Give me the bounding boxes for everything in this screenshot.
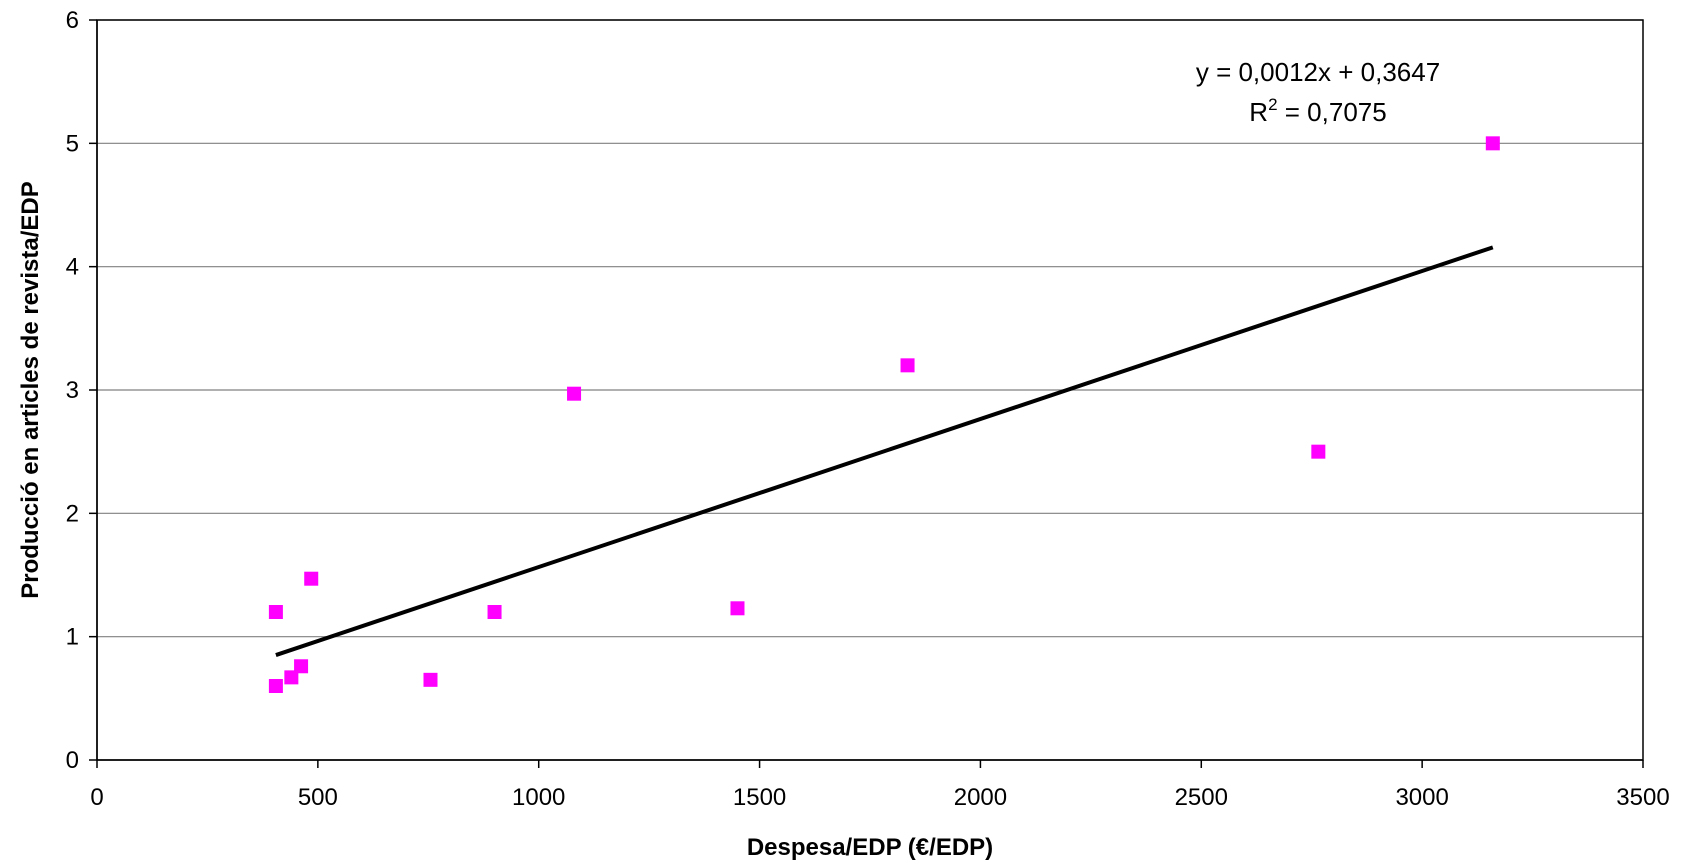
x-tick-label: 1500 [733, 784, 786, 811]
y-tick-label: 1 [66, 624, 79, 651]
y-tick-label: 4 [66, 254, 79, 281]
axes [89, 19, 1644, 768]
data-point [487, 605, 502, 619]
data-point [423, 672, 438, 687]
gridlines [97, 19, 1643, 638]
y-tick-label: 0 [66, 747, 79, 774]
x-axis-title: Despesa/EDP (€/EDP) [747, 834, 993, 861]
data-point [268, 679, 283, 693]
r2-superscript: 2 [1268, 95, 1277, 114]
x-tick-label: 0 [90, 784, 103, 811]
tick-labels: 0 1 2 3 4 5 6 0 500 1000 1500 2000 2500 3000 3500 [66, 7, 1670, 811]
x-tick-label: 2000 [954, 784, 1007, 811]
data-point [567, 386, 582, 401]
data-point [294, 659, 309, 674]
data-point [268, 605, 283, 619]
data-point [900, 358, 915, 373]
data-point [304, 571, 319, 586]
x-tick-label: 2500 [1175, 784, 1228, 811]
data-points [268, 136, 1500, 693]
y-tick-label: 5 [66, 130, 79, 157]
r2-prefix: R [1249, 97, 1268, 127]
trendline [275, 245, 1494, 657]
data-point [284, 670, 299, 685]
y-tick-label: 6 [66, 7, 79, 34]
x-tick-label: 3500 [1616, 784, 1669, 811]
data-point [1311, 444, 1326, 459]
trendline-r-squared: R2 = 0,7075 [1249, 95, 1386, 127]
x-tick-label: 3000 [1395, 784, 1448, 811]
trendline-equation: y = 0,0012x + 0,3647 [1196, 57, 1440, 87]
y-axis-title: Producció en articles de revista/EDP [17, 181, 44, 599]
y-tick-label: 2 [66, 500, 79, 527]
x-tick-label: 500 [298, 784, 338, 811]
data-point [730, 601, 745, 616]
data-point [1485, 136, 1500, 151]
x-tick-label: 1000 [512, 784, 565, 811]
r2-value: = 0,7075 [1278, 97, 1387, 127]
y-tick-label: 3 [66, 377, 79, 404]
